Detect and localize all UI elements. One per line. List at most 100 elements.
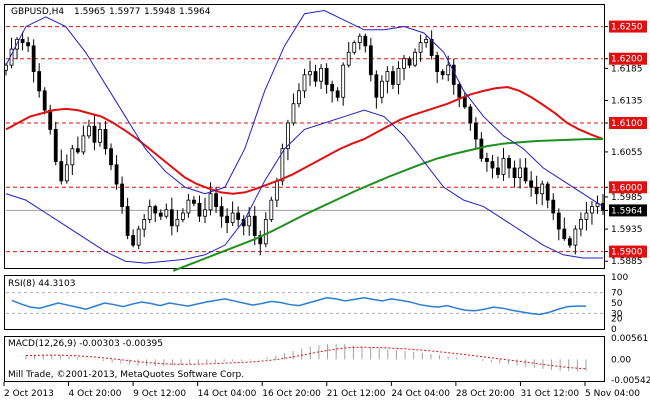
ohlc-high: 1.5977 <box>109 7 141 17</box>
candle-body <box>70 148 75 166</box>
rsi-tick-label: 20 <box>611 315 623 325</box>
candle-body <box>352 42 357 53</box>
ohlc-open: 1.5965 <box>74 7 106 17</box>
candle-body <box>462 96 467 108</box>
candle-body <box>291 103 296 124</box>
candle-body <box>180 212 185 220</box>
y-tick-label: 1.5985 <box>611 193 643 203</box>
rsi-tick-label: 70 <box>611 289 623 299</box>
rsi-plot <box>6 292 603 316</box>
watermark: Mill Trade, ©2001-2013, MetaQuotes Softw… <box>8 370 244 380</box>
candle-body <box>197 202 202 217</box>
candle-body <box>396 67 401 85</box>
candle-body <box>131 235 136 246</box>
x-tick-label: 28 Oct 20:00 <box>456 389 515 399</box>
candle-body <box>219 206 224 217</box>
candle-body <box>87 125 91 137</box>
macd-tick-label: 0.00 <box>611 355 631 365</box>
macd-title: MACD(12,26,9) -0.00303 -0.00395 <box>8 339 163 349</box>
candle-body <box>302 74 307 92</box>
x-tick-label: 14 Oct 04:00 <box>198 389 257 399</box>
rsi-tick-label: 30 <box>611 309 623 319</box>
y-tick-label: 1.6200 <box>611 55 643 65</box>
candle-body <box>319 67 323 82</box>
candle-body <box>297 90 301 105</box>
price-panel-frame <box>4 4 605 269</box>
y-tick-label: 1.5964 <box>611 206 643 216</box>
candle-body <box>103 129 108 150</box>
candle-body <box>540 183 545 195</box>
candle-body <box>31 45 36 72</box>
candle-body <box>346 51 351 66</box>
candle-body <box>192 199 196 204</box>
rsi-title: RSI(8) 44.3103 <box>8 279 75 289</box>
candle-body <box>529 180 534 188</box>
candle-body <box>252 215 257 236</box>
macd-signal-line <box>25 346 587 370</box>
candle-body <box>230 212 235 224</box>
rsi-panel-frame <box>4 275 605 330</box>
y-tick-label: 1.6250 <box>611 23 643 33</box>
ma-slow-line <box>172 138 603 272</box>
candle-body <box>496 167 500 175</box>
candle-body <box>429 39 434 56</box>
candle-body <box>573 228 578 246</box>
candle-body <box>92 125 97 143</box>
candle-body <box>37 71 42 92</box>
candle-body <box>534 186 539 195</box>
candle-body <box>368 45 373 76</box>
x-tick-label: 16 Oct 20:00 <box>262 389 321 399</box>
rsi-tick-label: 0 <box>611 325 617 335</box>
candle-body <box>584 212 589 220</box>
candle-body <box>435 55 440 72</box>
ohlc-low: 1.5948 <box>144 7 176 17</box>
candle-body <box>518 167 522 179</box>
candle-body <box>324 67 329 85</box>
x-tick-label: 21 Oct 12:00 <box>327 389 386 399</box>
candle-body <box>263 219 268 245</box>
candle-body <box>451 64 456 85</box>
x-tick-label: 2 Oct 2013 <box>4 389 54 399</box>
level-price-tag <box>609 52 647 65</box>
candle-body <box>391 71 395 85</box>
candle-body <box>169 209 174 227</box>
y-tick-label: 1.6100 <box>611 119 643 129</box>
candle-body <box>98 129 102 143</box>
macd-plot <box>25 343 587 372</box>
candle-body <box>551 199 556 214</box>
candle-body <box>379 80 384 98</box>
candle-body <box>53 129 58 162</box>
candle-body <box>473 122 478 140</box>
candle-body <box>490 161 495 169</box>
band-upper-line <box>5 9 604 207</box>
candle-body <box>523 167 528 182</box>
candle-body <box>512 167 517 179</box>
x-tick-label: 5 Nov 04:00 <box>585 389 640 399</box>
candle-body <box>236 212 241 220</box>
candle-body <box>109 148 113 166</box>
candle-body <box>308 71 312 76</box>
candle-body <box>413 51 417 66</box>
candle-body <box>286 122 290 150</box>
candle-body <box>446 64 451 76</box>
candle-body <box>330 84 335 92</box>
candle-body <box>114 164 119 185</box>
candle-body <box>507 157 511 169</box>
candle-body <box>501 157 506 175</box>
candle-body <box>418 42 423 53</box>
candle-body <box>556 212 561 230</box>
symbol-timeframe: GBPUSD,H4 <box>11 7 64 17</box>
macd-panel-frame <box>4 336 605 382</box>
y-tick-label: 1.5935 <box>611 225 643 235</box>
rsi-tick-label: 50 <box>611 299 623 309</box>
rsi-tick-label: 100 <box>611 273 628 283</box>
candle-body <box>147 206 152 220</box>
candle-body <box>26 42 31 47</box>
candle-body <box>562 228 567 240</box>
candle-body <box>567 238 572 246</box>
price-plot <box>4 9 605 272</box>
candle-body <box>590 206 594 214</box>
candle-body <box>59 161 64 182</box>
candle-body <box>424 39 429 44</box>
ma-fast-line <box>5 85 604 195</box>
